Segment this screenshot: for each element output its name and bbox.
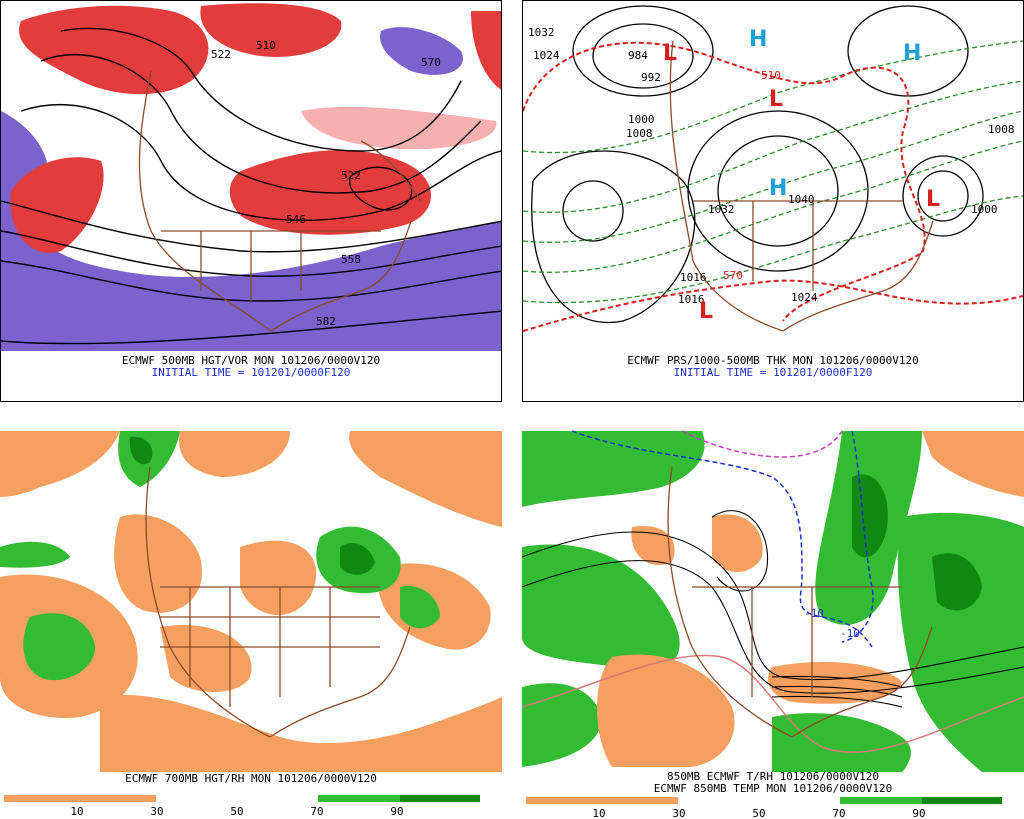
positive-vorticity-area xyxy=(200,3,342,57)
panel-caption: ECMWF 700MB HGT/RH MON 101206/0000V120 xyxy=(125,772,377,785)
contour-label: 1016 xyxy=(680,271,707,284)
dry-areas xyxy=(597,431,1024,767)
contour-label: 984 xyxy=(628,49,648,62)
contour-label: 570 xyxy=(421,56,441,69)
map-pressure-thickness: 1032 1024 984 992 1000 1008 1008 1040 10… xyxy=(523,5,1023,332)
contour-label: -10 xyxy=(804,607,824,620)
warm-isotherm xyxy=(522,654,1024,754)
cold-isotherm xyxy=(681,430,843,458)
scale-tick: 50 xyxy=(752,807,766,819)
scale-tick: 50 xyxy=(230,805,244,818)
contour-label: 558 xyxy=(341,253,361,266)
negative-vorticity-area xyxy=(1,111,501,351)
positive-vorticity-area xyxy=(10,157,104,253)
low-pressure-center: L xyxy=(926,187,941,212)
panel-850mb-temp-rh: -10 -10 850MB ECMWF T/RH 101206/0000V120… xyxy=(522,417,1024,819)
saturated-areas xyxy=(129,436,375,575)
low-pressure-center: L xyxy=(699,299,714,324)
contour-label: 1008 xyxy=(988,123,1015,136)
scale-tick: 10 xyxy=(592,807,606,819)
positive-vorticity-area xyxy=(19,5,209,95)
scale-tick: 10 xyxy=(70,805,84,818)
map-borders xyxy=(669,40,934,332)
positive-vorticity-area xyxy=(471,11,501,90)
contour-label: 1024 xyxy=(533,49,560,62)
low-pressure-center: L xyxy=(769,87,784,112)
weak-vorticity-area xyxy=(301,106,497,150)
contour-label: 510 xyxy=(761,69,781,82)
rh-color-scale xyxy=(4,795,480,802)
panel-initial-time: INITIAL TIME = 101201/0000F120 xyxy=(151,366,351,379)
panel-700mb-rh: ECMWF 700MB HGT/RH MON 101206/0000V120 1… xyxy=(0,417,502,819)
contour-label: 570 xyxy=(723,269,743,282)
scale-tick: 30 xyxy=(672,807,686,819)
scale-tick: 90 xyxy=(912,807,926,819)
high-pressure-center: H xyxy=(903,41,922,66)
critical-thickness xyxy=(523,41,1023,332)
map-borders xyxy=(145,466,411,738)
high-pressure-center: H xyxy=(769,176,788,201)
contour-label: 1032 xyxy=(708,203,735,216)
contour-label: 510 xyxy=(256,39,276,52)
contour-label: 522 xyxy=(211,48,231,61)
scale-tick: 30 xyxy=(150,805,164,818)
low-pressure-center: L xyxy=(663,41,678,66)
scale-tick: 70 xyxy=(832,807,846,819)
contour-label: 992 xyxy=(641,71,661,84)
rh-color-scale xyxy=(526,797,1002,804)
contour-label: 1000 xyxy=(971,203,998,216)
panel-caption-secondary: ECMWF 850MB TEMP MON 101206/0000V120 xyxy=(653,782,893,795)
contour-label: 546 xyxy=(286,213,306,226)
freezing-isotherm xyxy=(571,430,874,648)
contour-label: 522 xyxy=(341,169,361,182)
contour-label: 1016 xyxy=(678,293,705,306)
panel-500mb-vorticity: 522 510 522 546 558 570 582 ECMWF 500MB … xyxy=(0,0,502,402)
contour-label: 1000 xyxy=(628,113,655,126)
map-700mb-rh xyxy=(0,431,502,772)
scale-tick: 70 xyxy=(310,805,324,818)
panel-pressure-thickness: 1032 1024 984 992 1000 1008 1008 1040 10… xyxy=(522,0,1024,402)
contour-label: -10 xyxy=(840,627,860,640)
scale-tick: 90 xyxy=(390,805,404,818)
dry-areas xyxy=(0,431,502,772)
contour-label: 1032 xyxy=(528,26,555,39)
contour-label: 582 xyxy=(316,315,336,328)
contour-label: 1040 xyxy=(788,193,815,206)
panel-initial-time: INITIAL TIME = 101201/0000F120 xyxy=(673,366,873,379)
panel-caption: ECMWF 500MB HGT/VOR MON 101206/0000V120 xyxy=(121,354,381,367)
isobars xyxy=(531,5,984,324)
negative-vorticity-area xyxy=(380,27,463,75)
thickness-contours xyxy=(523,40,1023,304)
map-borders xyxy=(138,70,422,332)
high-pressure-center: H xyxy=(749,27,768,52)
panel-caption: 850MB ECMWF T/RH 101206/0000V120 xyxy=(667,770,879,783)
map-500mb-vorticity: 522 510 522 546 558 570 582 xyxy=(1,1,501,351)
map-850mb-temp-rh: -10 -10 xyxy=(522,430,1024,772)
panel-caption: ECMWF PRS/1000-500MB THK MON 101206/0000… xyxy=(627,354,919,367)
contour-label: 1008 xyxy=(626,127,653,140)
contour-label: 1024 xyxy=(791,291,818,304)
map-borders xyxy=(667,466,933,738)
